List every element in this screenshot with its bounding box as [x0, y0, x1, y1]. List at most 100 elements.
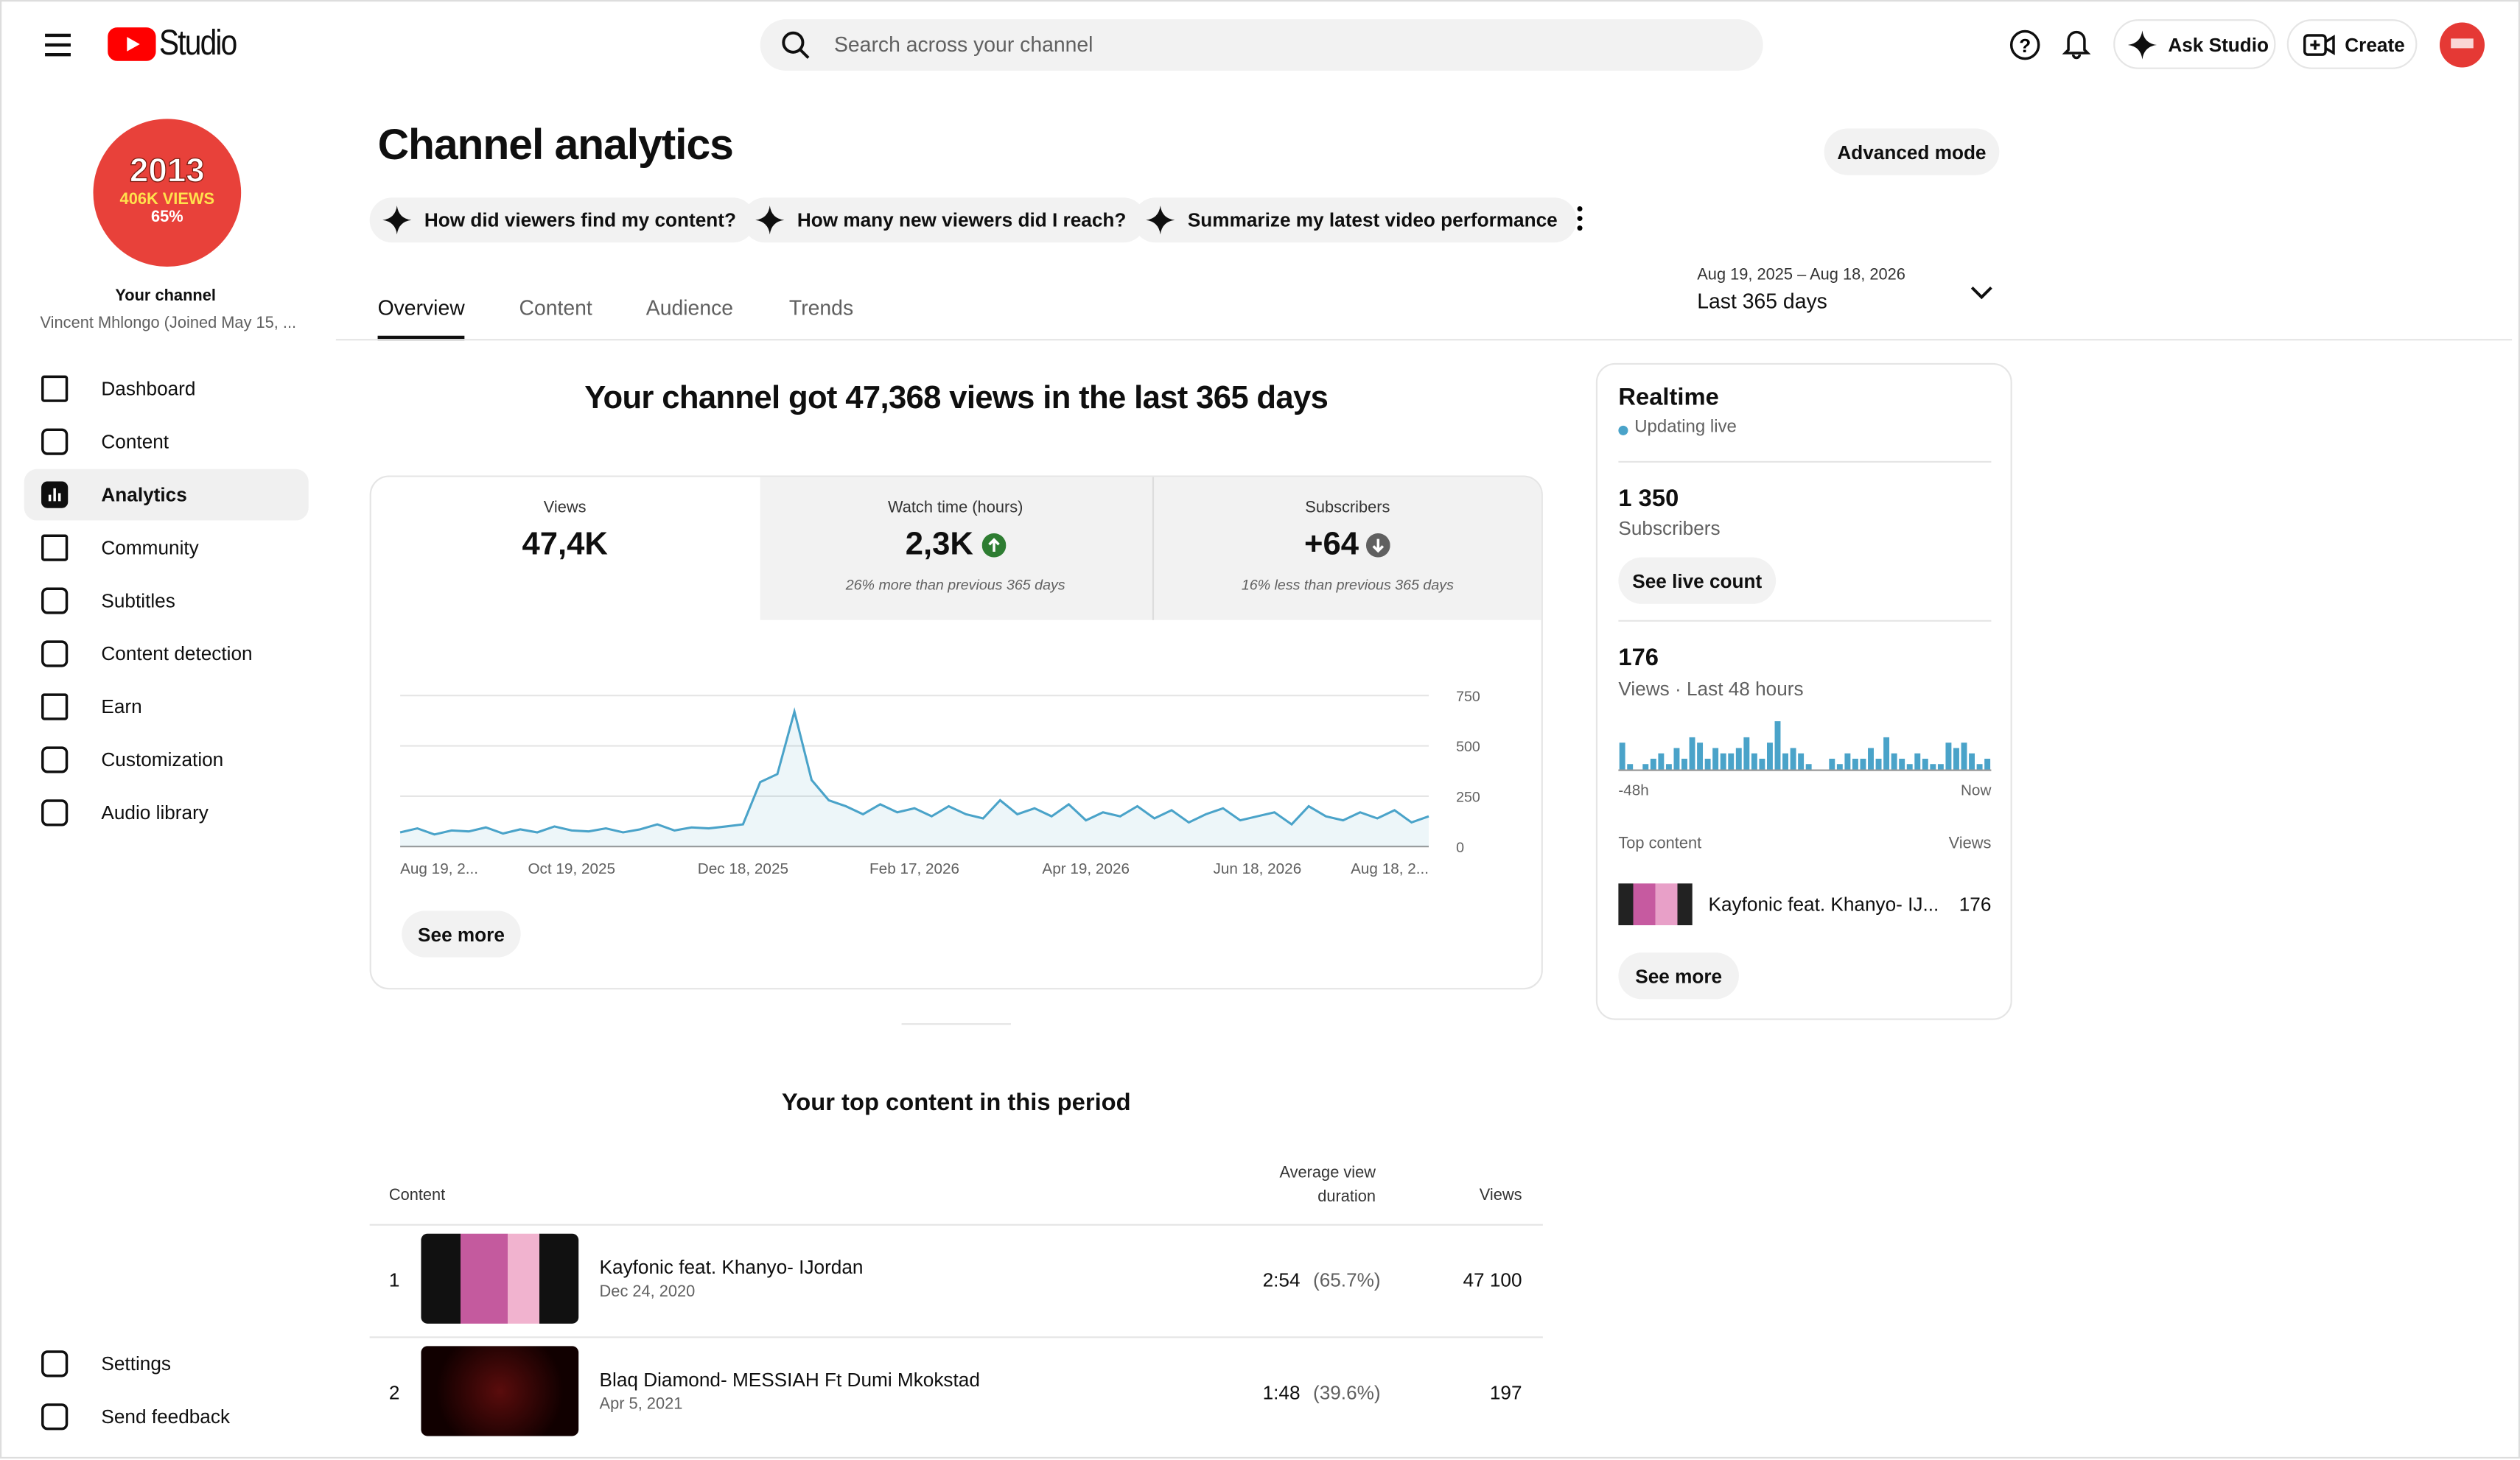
see-more-label: See more — [418, 922, 505, 946]
ask-studio-label: Ask Studio — [2168, 32, 2269, 56]
metric-watch-time[interactable]: Watch time (hours) 2,3K 26% more than pr… — [760, 477, 1151, 620]
svg-text:?: ? — [2019, 35, 2031, 57]
tab[interactable]: Overview — [377, 295, 465, 320]
advanced-mode-button[interactable]: Advanced mode — [1824, 128, 2000, 175]
video-title[interactable]: Kayfonic feat. Khanyo- IJordan — [599, 1256, 864, 1279]
prompt-chip[interactable]: How did viewers find my content? — [369, 197, 756, 243]
see-more-button[interactable]: See more — [402, 910, 521, 958]
nav-item[interactable]: Analytics — [24, 468, 309, 521]
nav-item[interactable]: Audio library — [24, 787, 309, 839]
duration: 2:54 — [1262, 1268, 1301, 1292]
create-button[interactable]: Create — [2286, 19, 2418, 69]
bar — [1759, 758, 1765, 770]
bar — [1766, 743, 1773, 770]
tab[interactable]: Trends — [788, 295, 854, 320]
nav-item[interactable]: Dashboard — [24, 363, 309, 415]
search-box[interactable]: Search across your channel — [760, 19, 1763, 71]
x-tick-label: Dec 18, 2025 — [698, 860, 788, 877]
bar — [1712, 748, 1719, 770]
see-more-button[interactable]: See more — [1618, 952, 1739, 1000]
subscribers-label: Subscribers — [1618, 517, 1721, 540]
bar — [1860, 758, 1866, 770]
bar — [1829, 758, 1835, 770]
thumbnail[interactable] — [1618, 883, 1693, 926]
bar — [1836, 764, 1843, 770]
nav-label: Settings — [101, 1352, 171, 1375]
brand[interactable]: Studio — [158, 22, 237, 63]
line — [399, 706, 1429, 836]
period[interactable]: Last 365 days — [1697, 289, 1827, 314]
bar — [1883, 737, 1890, 770]
nav-icon — [41, 1350, 69, 1377]
divider — [335, 339, 2513, 341]
tab[interactable]: Content — [519, 295, 592, 320]
video-date: Dec 24, 2020 — [599, 1283, 696, 1302]
duration-percent: (39.6%) — [1312, 1381, 1381, 1404]
views-header: Views — [1948, 835, 1992, 853]
channel-avatar[interactable]: 2013 406K VIEWS 65% — [93, 119, 242, 267]
nav-item[interactable]: Subtitles — [24, 575, 309, 627]
realtime-title: Realtime — [1618, 384, 1719, 412]
bar — [1743, 737, 1750, 770]
divider — [1618, 620, 1992, 622]
dropdown-icon[interactable] — [1970, 284, 1993, 301]
logo-icon — [108, 27, 156, 61]
row-divider — [369, 1336, 1543, 1338]
see-live-count-label: See live count — [1632, 569, 1763, 592]
views: 197 — [1489, 1381, 1522, 1404]
y-tick-label: 0 — [1456, 840, 1464, 856]
thumbnail[interactable] — [421, 1346, 579, 1436]
bar — [1704, 758, 1711, 770]
metric-views[interactable]: Views 47,4K — [370, 477, 760, 620]
nav-label: Subtitles — [101, 589, 175, 612]
spark-icon — [2127, 29, 2157, 59]
metric-label: Views — [543, 499, 587, 518]
nav-item[interactable]: Earn — [24, 681, 309, 733]
metric-subscribers[interactable]: Subscribers +64 16% less than previous 3… — [1152, 477, 1543, 620]
nav-item[interactable]: Customization — [24, 734, 309, 786]
realtime-card — [1595, 362, 2012, 1020]
top-title[interactable]: Kayfonic feat. Khanyo- IJ... — [1708, 893, 1939, 916]
nav-label: Dashboard — [101, 377, 196, 400]
nav-item[interactable]: Community — [24, 522, 309, 574]
thumbnail[interactable] — [421, 1233, 579, 1324]
date-range[interactable]: Aug 19, 2025 – Aug 18, 2026 — [1697, 266, 1905, 284]
ask-studio-button[interactable]: Ask Studio — [2113, 19, 2276, 69]
nav-icon — [41, 799, 69, 826]
prompt-chip[interactable]: How many new viewers did I reach? — [742, 197, 1146, 243]
divider — [901, 1023, 1011, 1025]
y-tick-label: 500 — [1456, 739, 1480, 755]
bar — [1798, 753, 1805, 770]
metric-sep — [1152, 477, 1155, 620]
nav-item[interactable]: Send feedback — [24, 1391, 309, 1442]
top-views: 176 — [1959, 893, 1992, 916]
bar — [1969, 753, 1975, 770]
nav-item[interactable]: Settings — [24, 1338, 309, 1389]
table-header: Views — [1479, 1187, 1522, 1205]
x-tick-label: -48h — [1618, 782, 1648, 799]
help-icon[interactable]: ? — [2009, 29, 2041, 61]
nav-icon — [41, 1403, 69, 1431]
menu-icon[interactable] — [43, 32, 72, 58]
account-avatar[interactable] — [2439, 22, 2485, 68]
video-title[interactable]: Blaq Diamond- MESSIAH Ft Dumi Mkokstad — [599, 1368, 980, 1391]
bar — [1906, 764, 1913, 770]
nav-item[interactable]: Content detection — [24, 628, 309, 680]
bell-icon[interactable] — [2062, 27, 2091, 60]
headline: Your channel got 47,368 views in the las… — [584, 380, 1329, 416]
bar — [1914, 753, 1921, 770]
more-icon[interactable] — [1575, 206, 1584, 231]
spark-icon — [1146, 206, 1175, 235]
views: 47 100 — [1463, 1268, 1522, 1292]
nav-icon — [41, 428, 69, 455]
x-tick-label: Now — [1961, 782, 1991, 799]
tab[interactable]: Audience — [645, 295, 734, 320]
metric-note: 26% more than previous 365 days — [845, 576, 1065, 593]
see-live-count-button[interactable]: See live count — [1618, 557, 1777, 604]
channel-name: Vincent Mhlongo (Joined May 15, ... — [40, 315, 297, 333]
bar — [1735, 748, 1742, 770]
prompt-chip[interactable]: Summarize my latest video performance — [1133, 197, 1577, 243]
nav-item[interactable]: Content — [24, 416, 309, 468]
